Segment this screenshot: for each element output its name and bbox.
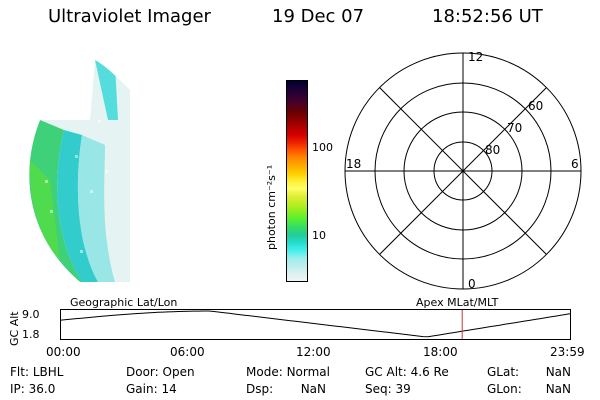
colorbar-tick-label: 10 [312, 229, 326, 242]
mlt-label-6: 6 [571, 157, 579, 171]
mlt-label-18: 18 [346, 157, 361, 171]
status-flt: Flt: LBHL [10, 365, 64, 379]
lat-label-60: 60 [528, 99, 543, 113]
status-ip: IP: 36.0 [10, 382, 56, 396]
date-label: 19 Dec 07 [272, 6, 365, 27]
timeline-left-title: Geographic Lat/Lon [70, 296, 178, 309]
timeline-xtick: 06:00 [170, 345, 205, 359]
status-glon: GLon: NaN [487, 382, 571, 396]
svg-text:GC Alt: GC Alt [8, 311, 21, 346]
instrument-title: Ultraviolet Imager [48, 6, 211, 27]
status-mode: Mode: Normal [246, 365, 330, 379]
colorbar-unit-label: photon cm⁻²s⁻¹ [265, 165, 278, 250]
timeline-xtick: 12:00 [296, 345, 331, 359]
lat-label-70: 70 [507, 121, 522, 135]
status-glat: GLat: NaN [487, 365, 571, 379]
status-gc-alt: GC Alt: 4.6 Re [365, 365, 449, 379]
timeline-right-title: Apex MLat/MLT [416, 296, 499, 309]
polar-plot: 12 0 18 6 80 70 60 [344, 50, 582, 291]
status-seq: Seq: 39 [365, 382, 411, 396]
status-gain: Gain: 14 [126, 382, 177, 396]
timeline-ylabel: GC Alt [8, 311, 21, 346]
timeline-ytick: 9.0 [22, 308, 40, 321]
mlt-label-0: 0 [468, 277, 476, 291]
lat-label-80: 80 [485, 143, 500, 157]
time-label: 18:52:56 UT [432, 6, 543, 27]
timeline-xtick: 00:00 [46, 345, 81, 359]
status-dsp: Dsp: NaN [246, 382, 326, 396]
svg-text:photon cm⁻²s⁻¹: photon cm⁻²s⁻¹ [265, 165, 278, 250]
timeline-xtick: 23:59 [550, 345, 585, 359]
status-door: Door: Open [126, 365, 195, 379]
mlt-label-12: 12 [468, 50, 483, 64]
timeline-plot [60, 309, 572, 340]
timeline-xtick: 18:00 [423, 345, 458, 359]
colorbar [286, 80, 308, 282]
auroral-image [29, 60, 131, 282]
colorbar-tick-label: 100 [312, 141, 333, 154]
timeline-ytick: 1.8 [22, 328, 40, 341]
